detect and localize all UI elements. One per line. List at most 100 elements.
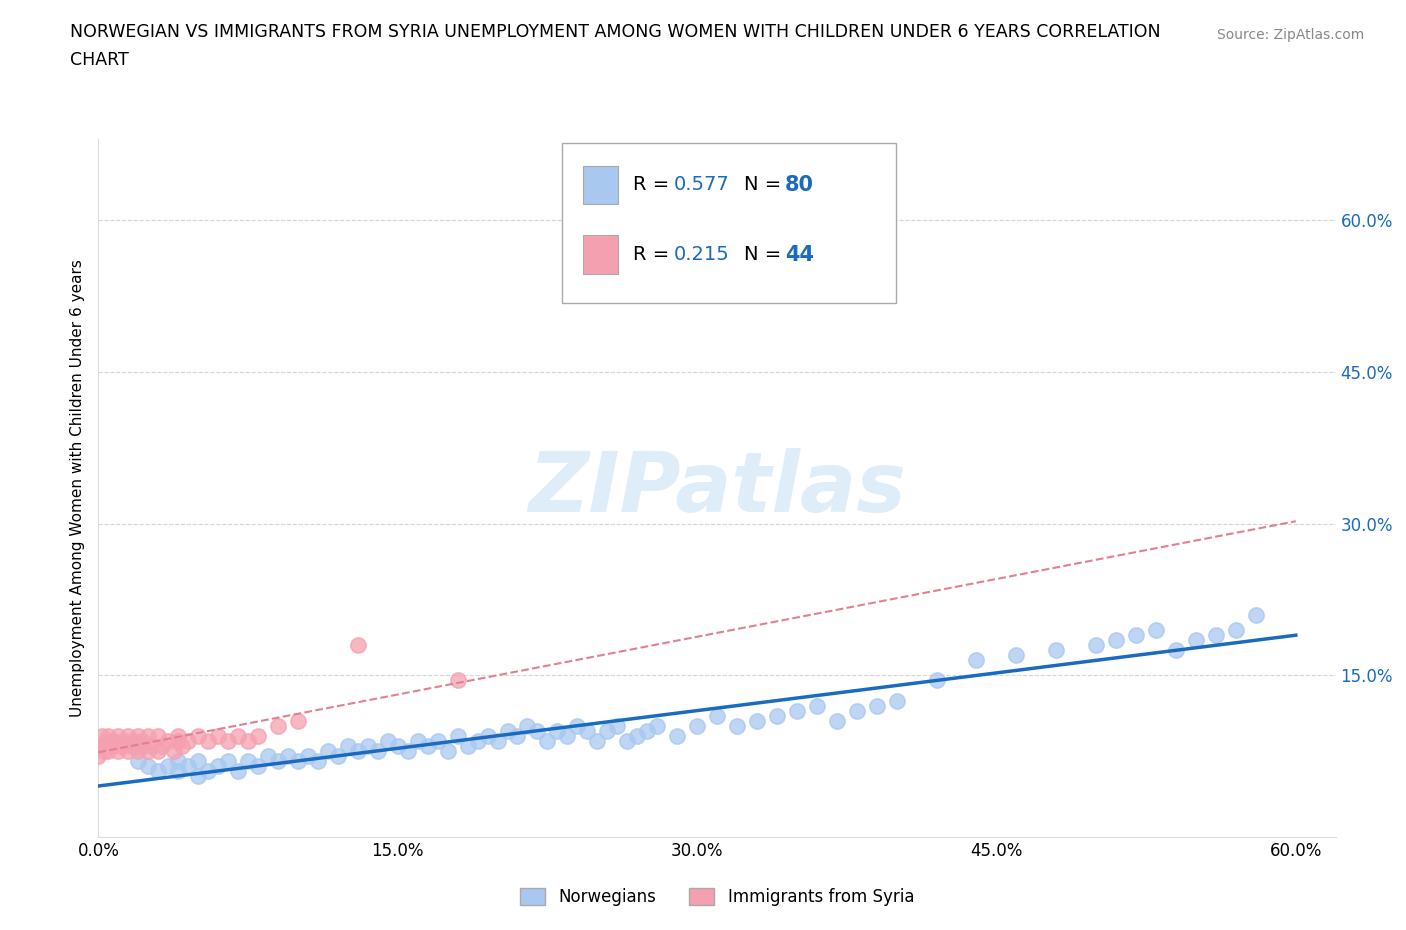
Point [236, 753, 259, 768]
Point [207, 759, 229, 774]
Point [886, 693, 908, 708]
Point [101, 738, 124, 753]
Point [157, 759, 180, 774]
Text: N =: N = [744, 176, 787, 194]
Point [406, 734, 429, 749]
Point [136, 759, 159, 774]
Point [666, 728, 689, 743]
Point [157, 734, 180, 749]
Point [91, 728, 114, 743]
Bar [583, 166, 619, 204]
Point [387, 738, 409, 753]
Point [506, 728, 529, 743]
Point [536, 734, 558, 749]
Point [247, 728, 270, 743]
Point [217, 734, 239, 749]
Point [187, 728, 209, 743]
Point [172, 738, 194, 753]
Point [486, 734, 509, 749]
Point [97, 728, 120, 743]
Text: Source: ZipAtlas.com: Source: ZipAtlas.com [1216, 28, 1364, 42]
Point [226, 764, 249, 778]
Point [377, 734, 399, 749]
Point [150, 738, 173, 753]
Point [197, 764, 219, 778]
Point [396, 744, 419, 759]
Point [1125, 628, 1147, 643]
Legend: Norwegians, Immigrants from Syria: Norwegians, Immigrants from Syria [513, 881, 921, 912]
Text: R =: R = [633, 246, 675, 264]
Point [706, 709, 728, 724]
Y-axis label: Unemployment Among Women with Children Under 6 years: Unemployment Among Women with Children U… [69, 259, 84, 717]
Point [131, 738, 153, 753]
Point [1045, 643, 1067, 658]
Point [297, 749, 319, 764]
Point [117, 728, 139, 743]
Point [1205, 628, 1227, 643]
Point [825, 713, 848, 728]
Point [197, 734, 219, 749]
Point [347, 637, 370, 652]
Point [606, 718, 628, 733]
Point [112, 734, 135, 749]
Text: 44: 44 [785, 245, 814, 265]
Point [416, 738, 439, 753]
Point [107, 744, 129, 759]
Point [367, 744, 389, 759]
Point [745, 713, 768, 728]
Point [277, 749, 299, 764]
Point [1105, 632, 1128, 647]
Point [226, 728, 249, 743]
Point [236, 734, 259, 749]
Point [287, 753, 309, 768]
Text: NORWEGIAN VS IMMIGRANTS FROM SYRIA UNEMPLOYMENT AMONG WOMEN WITH CHILDREN UNDER : NORWEGIAN VS IMMIGRANTS FROM SYRIA UNEMP… [70, 23, 1161, 41]
Point [446, 673, 468, 688]
Bar [583, 235, 619, 273]
Point [1164, 643, 1187, 658]
Point [326, 749, 349, 764]
Point [457, 738, 479, 753]
Point [966, 653, 988, 668]
Point [124, 734, 146, 749]
Point [1005, 647, 1028, 662]
Point [93, 744, 115, 759]
Text: N =: N = [744, 246, 787, 264]
Text: R =: R = [633, 176, 675, 194]
Point [187, 769, 209, 784]
Point [107, 728, 129, 743]
Point [436, 744, 458, 759]
Point [467, 734, 489, 749]
Text: 0.577: 0.577 [673, 176, 730, 194]
Point [626, 728, 648, 743]
Point [866, 698, 889, 713]
Point [546, 724, 568, 738]
Point [316, 744, 339, 759]
Point [121, 738, 143, 753]
Point [1225, 622, 1247, 637]
Point [347, 744, 370, 759]
Point [616, 734, 638, 749]
Point [1085, 637, 1108, 652]
Point [686, 718, 709, 733]
Text: CHART: CHART [70, 51, 129, 69]
Point [87, 738, 110, 753]
Point [127, 728, 149, 743]
Point [127, 753, 149, 768]
Point [163, 744, 186, 759]
Point [141, 738, 163, 753]
Point [148, 728, 170, 743]
Point [477, 728, 499, 743]
Point [526, 724, 548, 738]
Point [167, 753, 190, 768]
Point [96, 734, 118, 749]
Point [557, 728, 579, 743]
Point [925, 673, 948, 688]
Point [177, 759, 200, 774]
Point [167, 734, 190, 749]
Point [287, 713, 309, 728]
Point [446, 728, 468, 743]
Point [136, 744, 159, 759]
Point [131, 734, 153, 749]
Point [596, 724, 619, 738]
Point [167, 764, 190, 778]
